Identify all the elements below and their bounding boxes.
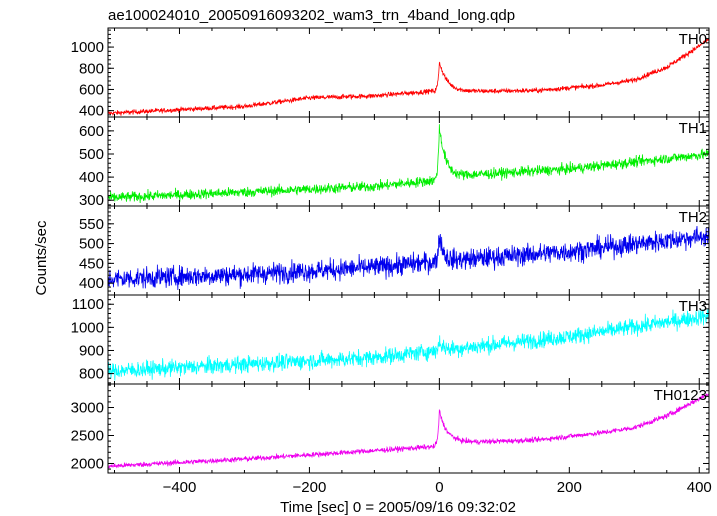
panel-label: TH0123 [654,387,707,404]
y-tick-label: 400 [79,103,104,120]
y-tick-label: 550 [79,216,104,233]
x-axis: −400 −200 0 200 400 [163,479,712,496]
chart-title: ae100024010_20050916093202_wam3_trn_4ban… [108,7,515,24]
panel-label: TH2 [679,209,707,226]
x-tick-label: −200 [293,479,327,496]
panel-th2: 400 450 500 550 TH2 [79,205,710,296]
panel-frame-th0 [107,27,710,118]
x-tick-label: −400 [163,479,197,496]
y-tick-label: 2500 [71,427,104,444]
y-tick-label: 3000 [71,400,104,417]
y-tick-label: 600 [79,81,104,98]
panel-th1: 300 400 500 600 TH1 [79,116,710,209]
y-tick-label: 2000 [71,455,104,472]
y-tick-label: 1100 [72,296,104,313]
series-line-th1 [107,124,710,204]
y-tick-label: 500 [79,146,104,163]
panel-th3: 800 900 1000 1100 TH3 [71,294,710,385]
x-tick-label: 0 [435,479,443,496]
y-tick-label: 800 [79,366,104,383]
panel-frame-th0123 [107,383,710,474]
series-line-th0 [107,37,710,116]
series-line-th0123 [107,392,710,469]
series-line-th3 [107,309,710,381]
y-tick-label: 1000 [71,319,104,336]
y-tick-label: 1000 [71,39,104,56]
y-axis-label: Counts/sec [33,220,50,296]
x-tick-label: 200 [557,479,582,496]
y-tick-label: 800 [79,60,104,77]
y-tick-label: 450 [79,255,104,272]
x-axis-label: Time [sec] 0 = 2005/09/16 09:32:02 [280,499,516,516]
panel-label: TH3 [679,298,707,315]
y-tick-label: 600 [79,123,104,140]
y-tick-label: 300 [79,192,104,209]
panel-frame-th3 [107,294,710,385]
panel-th0: 400 600 800 1000 TH0 [71,27,710,120]
panel-th0123: 2000 2500 3000 TH0123 [71,383,710,474]
panel-label: TH0 [679,31,707,48]
y-tick-label: 400 [79,169,104,186]
x-tick-label: 400 [687,479,712,496]
panel-label: TH1 [679,120,707,137]
y-tick-label: 400 [79,275,104,292]
panels-group: 400 600 800 1000 TH0 300 400 500 600 TH1 400 450 500… [71,27,710,474]
y-tick-label: 900 [79,342,104,359]
series-line-th2 [107,225,710,291]
y-tick-label: 500 [79,236,104,253]
